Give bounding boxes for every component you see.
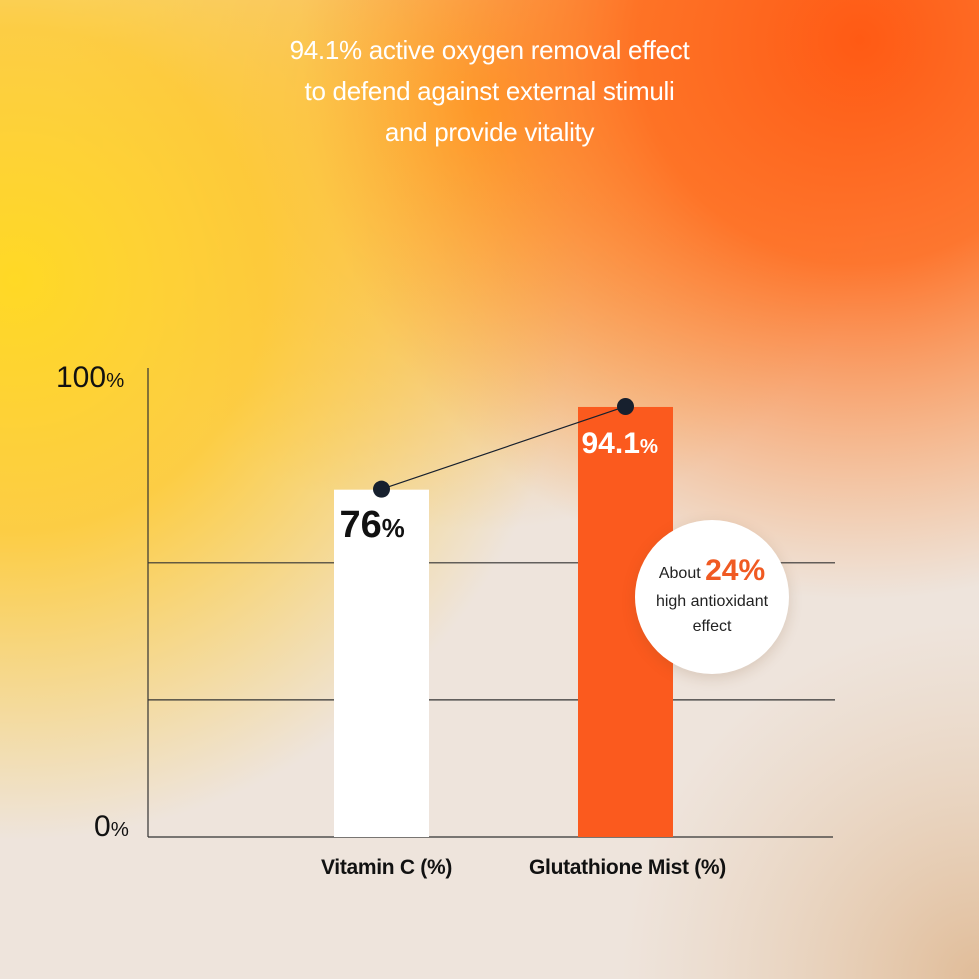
- marker-dot-0: [373, 480, 390, 498]
- headline-line-3: and provide vitality: [384, 117, 595, 147]
- y-tick-label-100: 100%: [56, 361, 125, 394]
- connector-line: [381, 405, 626, 490]
- x-label-vitamin-c: Vitamin C (%): [320, 856, 453, 879]
- value-label-vitamin-c: 76%: [339, 503, 405, 546]
- headline-line-2: to defend against external stimuli: [304, 76, 675, 106]
- annotation-line-2: high antioxidant: [655, 592, 769, 610]
- headline-line-1: 94.1% active oxygen removal effect: [289, 35, 690, 65]
- annotation-prefix: About: [658, 564, 701, 582]
- x-label-glutathione: Glutathione Mist (%): [529, 856, 726, 879]
- annotation-value: 24%: [705, 553, 766, 587]
- bar-vitamin-c: [334, 489, 429, 837]
- value-label-glutathione: 94.1%: [581, 426, 659, 460]
- marker-dot-1: [617, 397, 634, 415]
- headline: 94.1% active oxygen removal effect to de…: [0, 30, 979, 153]
- annotation-line-3: effect: [692, 617, 732, 635]
- y-tick-label-0: 0%: [94, 810, 129, 843]
- annotation-badge: About 24% high antioxidant effect: [635, 520, 789, 674]
